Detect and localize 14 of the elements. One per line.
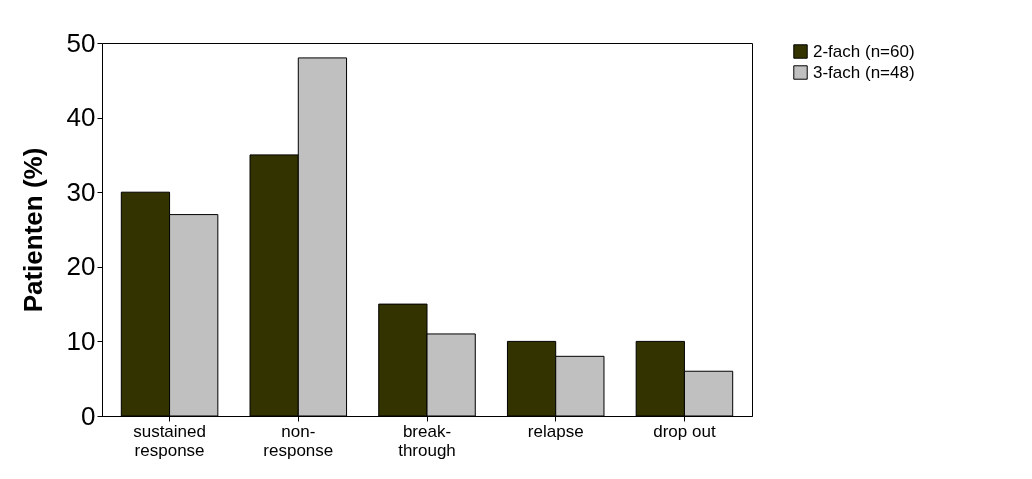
x-tick-label: relapse bbox=[527, 421, 584, 441]
y-tick-label: 10 bbox=[66, 325, 96, 356]
y-tick-label: 40 bbox=[66, 102, 96, 133]
legend-label: 2-fach (n=60) bbox=[813, 41, 915, 61]
x-tick-label: break-through bbox=[398, 421, 456, 460]
y-axis-title: Patienten (%) bbox=[17, 147, 48, 313]
y-tick-label: 0 bbox=[81, 400, 96, 431]
y-tick-label: 30 bbox=[66, 176, 96, 207]
x-tick-label: non-response bbox=[263, 421, 334, 460]
x-tick-label: drop out bbox=[653, 421, 716, 441]
y-tick-label: 50 bbox=[66, 27, 96, 58]
legend-label: 3-fach (n=48) bbox=[813, 62, 915, 82]
x-tick-label: sustained response bbox=[133, 421, 206, 460]
y-tick-label: 20 bbox=[66, 251, 96, 282]
